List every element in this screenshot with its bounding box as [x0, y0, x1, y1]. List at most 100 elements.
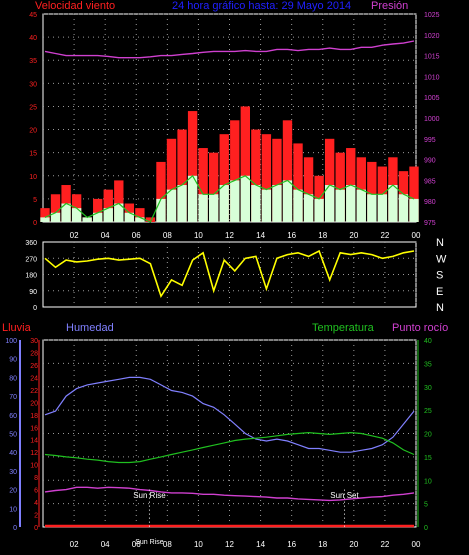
- wind-avg-bar: [93, 212, 103, 222]
- temp-humidity-panel: 0102030405060708090100024681012141618202…: [5, 338, 432, 546]
- humidity-tick-label: 50: [9, 432, 17, 439]
- wind-avg-bar: [324, 185, 335, 222]
- wind-tick-label: 25: [29, 104, 37, 111]
- sunrise-annotation: Sun Rise: [133, 491, 166, 500]
- humidity-tick-label: 60: [9, 413, 17, 420]
- wind-avg-bar: [219, 185, 229, 222]
- wind-gust-bar: [409, 166, 419, 222]
- date-header-label: 24 hora gráfico hasta: 29 Mayo 2014: [172, 0, 351, 12]
- wind-gust-bar: [177, 129, 187, 222]
- temp-x-tick-label: 14: [256, 540, 265, 549]
- wind-avg-bar: [50, 212, 61, 222]
- wind-avg-bar: [272, 185, 282, 222]
- compass-label: S: [436, 270, 443, 282]
- wind-avg-bar: [177, 185, 187, 222]
- pressure-line: [44, 40, 415, 59]
- pressure-tick-label: 1010: [424, 74, 440, 81]
- direction-tick-label: 360: [25, 240, 37, 247]
- wind-panel: 0510152025303540459759809859909951000100…: [29, 12, 439, 227]
- wind-avg-bar: [82, 217, 92, 222]
- wind-header-label: Velocidad viento: [35, 0, 115, 12]
- wind-gust-bar: [156, 161, 166, 222]
- humidity-tick-label: 70: [9, 394, 17, 401]
- wind-avg-bar: [71, 208, 82, 222]
- humidity-tick-label: 80: [9, 375, 17, 382]
- direction-tick-label: 90: [29, 289, 37, 296]
- pressure-tick-label: 975: [424, 220, 436, 227]
- wind-x-tick-label: 08: [163, 231, 172, 240]
- wind-gust-bar: [103, 189, 113, 222]
- wind-gust-bar: [40, 208, 50, 222]
- rain-tick-label: 20: [30, 400, 38, 407]
- pressure-tick-label: 1000: [424, 116, 440, 123]
- wind-gust-bar: [240, 106, 250, 222]
- wind-x-tick-label: 14: [256, 231, 265, 240]
- wind-gust-bar: [145, 217, 156, 222]
- wind-gust-bar: [93, 198, 103, 222]
- direction-tick-label: 180: [25, 273, 37, 280]
- wind-avg-bar: [388, 185, 398, 222]
- humidity-tick-label: 100: [5, 338, 17, 345]
- wind-gust-bar: [335, 152, 345, 222]
- wind-tick-label: 35: [29, 58, 37, 65]
- pressure-tick-label: 1005: [424, 95, 440, 102]
- temp-x-tick-label: 18: [318, 540, 327, 549]
- wind-gust-bar: [187, 111, 198, 222]
- wind-x-tick-label: 16: [287, 231, 296, 240]
- wind-avg-bar: [198, 194, 208, 222]
- wind-gust-bar: [50, 194, 61, 222]
- humidity-tick-label: 20: [9, 488, 17, 495]
- wind-avg-bar: [314, 198, 324, 222]
- compass-label: N: [436, 302, 444, 314]
- wind-tick-label: 0: [33, 220, 37, 227]
- rain-tick-label: 10: [30, 463, 38, 470]
- temperature-tick-label: 35: [424, 361, 432, 368]
- temp-x-tick-label: 06: [132, 540, 141, 549]
- rain-tick-label: 6: [34, 488, 38, 495]
- temp-x-tick-label: 00: [412, 540, 421, 549]
- wind-x-tick-label: 12: [225, 231, 234, 240]
- wind-avg-bar: [251, 185, 261, 222]
- wind-avg-bar: [346, 185, 356, 222]
- humidity-tick-label: 10: [9, 506, 17, 513]
- humidity-header-label: Humedad: [66, 322, 114, 334]
- wind-avg-bar: [61, 203, 71, 222]
- wind-avg-bar: [282, 180, 293, 222]
- wind-gust-bar: [166, 138, 177, 222]
- temperature-tick-label: 40: [424, 338, 432, 345]
- wind-avg-bar: [166, 189, 177, 222]
- wind-x-tick-label: 02: [70, 231, 79, 240]
- wind-avg-bar: [240, 175, 250, 222]
- wind-x-tick-label: 20: [349, 231, 358, 240]
- rain-tick-label: 12: [30, 450, 38, 457]
- temperature-tick-label: 20: [424, 432, 432, 439]
- rain-tick-label: 8: [34, 475, 38, 482]
- wind-tick-label: 10: [29, 174, 37, 181]
- temperature-line: [44, 431, 415, 464]
- wind-x-tick-label: 18: [318, 231, 327, 240]
- pressure-tick-label: 1020: [424, 33, 440, 40]
- wind-avg-bar: [367, 194, 377, 222]
- wind-avg-line: [44, 174, 415, 223]
- humidity-tick-label: 40: [9, 450, 17, 457]
- pressure-tick-label: 985: [424, 178, 436, 185]
- compass-label: N: [436, 237, 444, 249]
- wind-avg-bar: [335, 189, 345, 222]
- wind-tick-label: 15: [29, 151, 37, 158]
- direction-line: [44, 249, 415, 299]
- wind-x-tick-label: 00: [412, 231, 421, 240]
- temperature-tick-label: 5: [424, 502, 428, 509]
- rain-tick-label: 30: [30, 338, 38, 345]
- temp-x-tick-label: 20: [349, 540, 358, 549]
- wind-avg-bar: [303, 194, 314, 222]
- wind-gust-bar: [282, 120, 293, 222]
- wind-tick-label: 45: [29, 12, 37, 19]
- temp-x-tick-label: 10: [194, 540, 203, 549]
- wind-avg-bar: [103, 208, 113, 222]
- wind-gust-bar: [209, 152, 219, 222]
- wind-gust-bar: [114, 180, 124, 222]
- compass-label: W: [436, 253, 447, 265]
- rain-header-label: Lluvia: [2, 322, 32, 334]
- dewpoint-header-label: Punto rocío: [392, 322, 448, 334]
